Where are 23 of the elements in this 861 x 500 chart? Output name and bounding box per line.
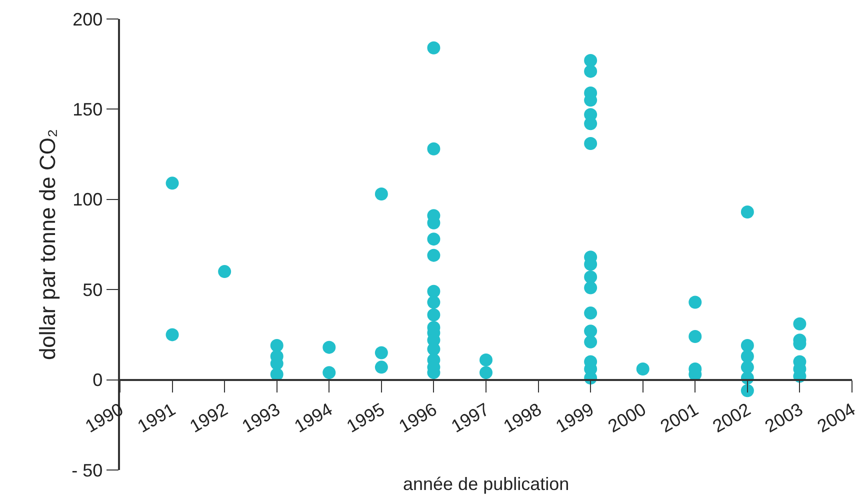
x-tick-label: 1992 bbox=[186, 399, 232, 436]
x-tick-label: 2000 bbox=[604, 399, 650, 436]
x-tick-label: 1994 bbox=[290, 399, 336, 436]
x-tick-label: 2002 bbox=[709, 399, 754, 436]
y-tick-label: 50 bbox=[82, 280, 103, 300]
y-tick-label: - 50 bbox=[72, 460, 103, 480]
y-tick-label: 200 bbox=[72, 9, 103, 30]
x-tick-label: 1999 bbox=[552, 399, 598, 436]
y-tick-label: 0 bbox=[92, 370, 103, 390]
x-tick-label: 1998 bbox=[500, 399, 545, 436]
x-tick-label: 2001 bbox=[656, 399, 702, 436]
x-tick-label: 1991 bbox=[134, 399, 179, 436]
x-tick-label: 1996 bbox=[396, 399, 440, 436]
x-tick-label: 1990 bbox=[82, 399, 126, 436]
x-tick-label: 1995 bbox=[343, 399, 388, 436]
x-tick-label: 1997 bbox=[448, 399, 492, 436]
x-tick-label: 1993 bbox=[238, 399, 284, 436]
y-tick-label: 100 bbox=[72, 190, 103, 210]
y-axis-title: dollar par tonne de CO₂ bbox=[34, 128, 60, 360]
x-axis-title: année de publication bbox=[403, 474, 570, 494]
x-tick-label: 2004 bbox=[814, 399, 858, 436]
y-tick-label: 150 bbox=[72, 100, 103, 120]
x-tick-label: 2003 bbox=[762, 399, 806, 436]
